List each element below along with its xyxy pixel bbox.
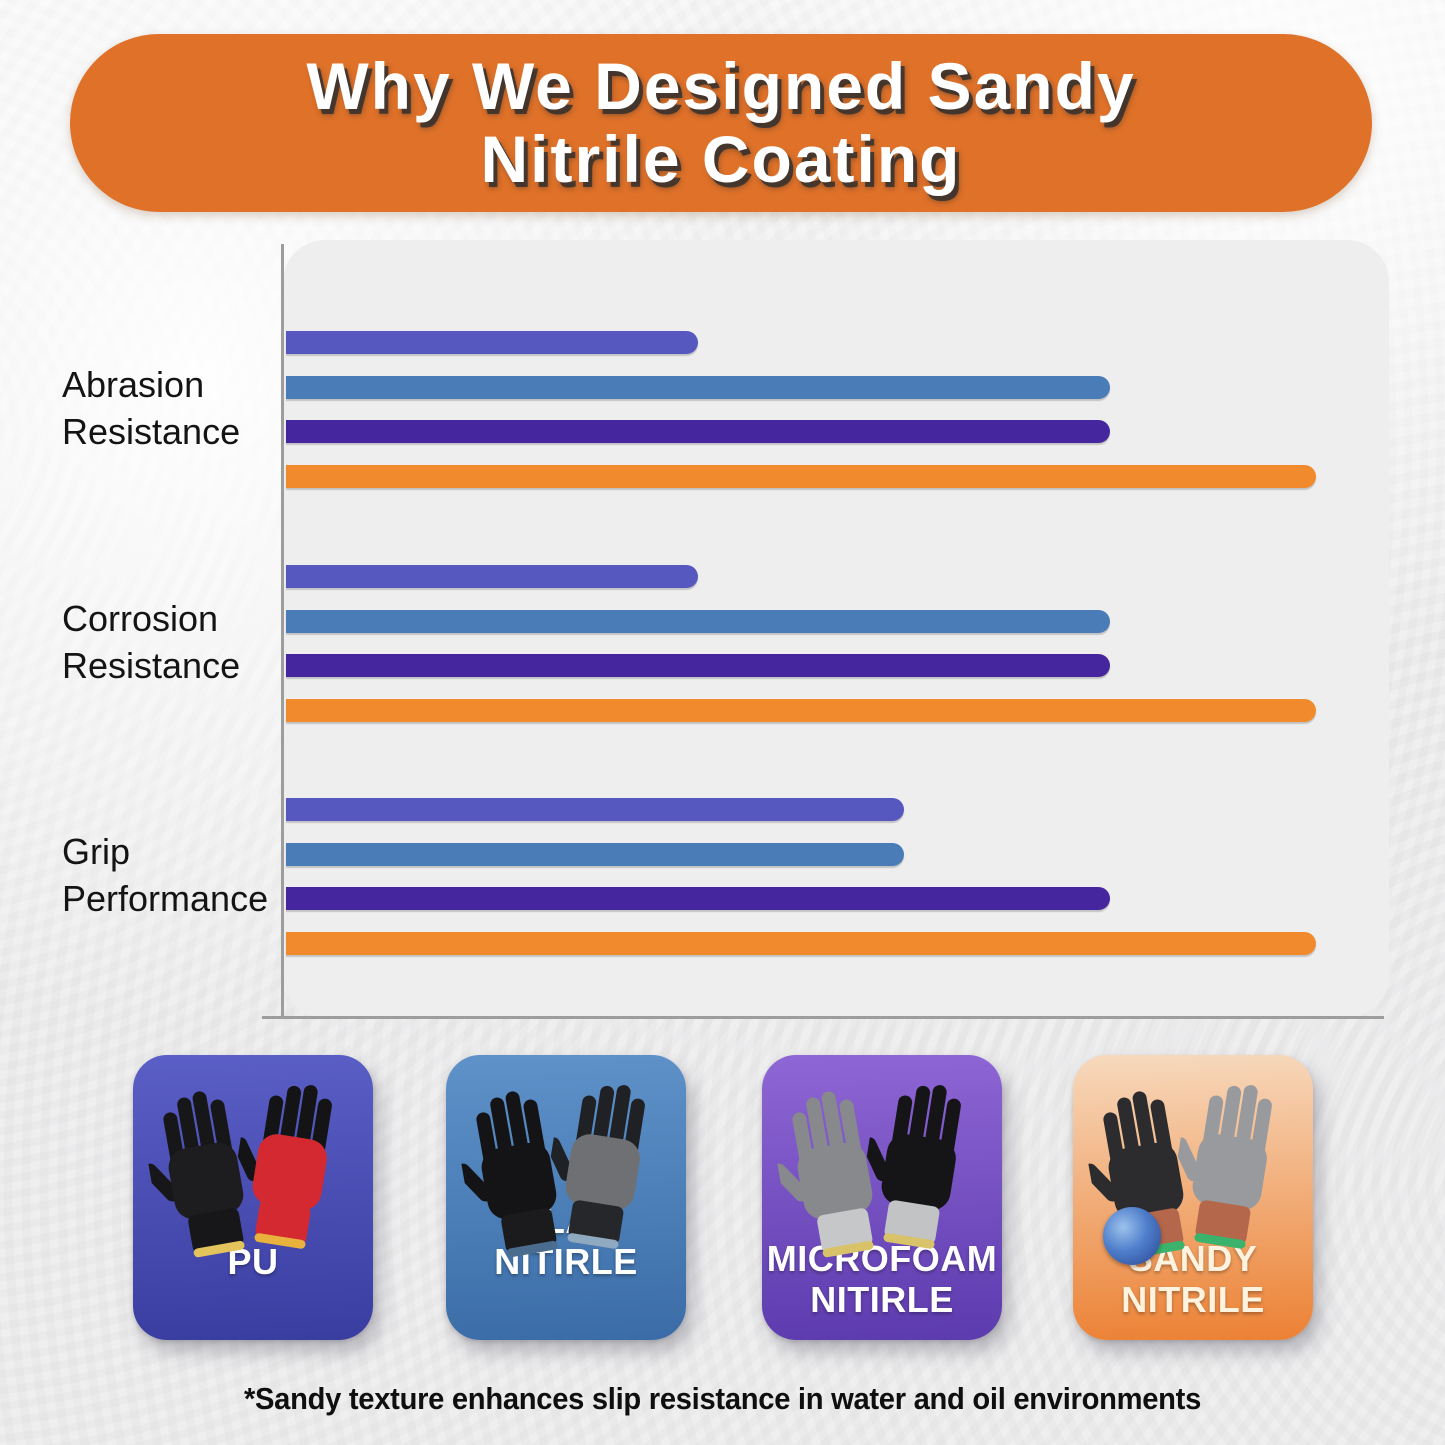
bar-microfoam-nitrile-abrasion-resistance	[286, 420, 1110, 443]
legend-card-pu: PU	[133, 1055, 373, 1340]
category-label-line: Corrosion	[62, 598, 219, 639]
bar-pu-corrosion-resistance	[286, 565, 698, 588]
category-label-corrosion-resistance: Corrosion Resistance	[62, 595, 292, 689]
category-label-line: Performance	[62, 878, 269, 919]
footnote: *Sandy texture enhances slip resistance …	[243, 1381, 1202, 1416]
grinder-disc-icon	[1103, 1207, 1161, 1265]
bar-sandy-nitrile-grip-performance	[286, 932, 1316, 955]
bar-sandy-nitrile-corrosion-resistance	[286, 699, 1316, 722]
bar-sandy-nitrile-abrasion-resistance	[286, 465, 1316, 488]
bar-flat-nitrile-grip-performance	[286, 843, 904, 866]
category-label-line: Resistance	[62, 411, 241, 452]
bar-microfoam-nitrile-corrosion-resistance	[286, 654, 1110, 677]
bar-flat-nitrile-abrasion-resistance	[286, 376, 1110, 399]
title-banner: Why We Designed Sandy Nitrile Coating	[70, 34, 1372, 212]
bar-microfoam-nitrile-grip-performance	[286, 887, 1110, 910]
x-axis-line	[262, 1016, 1384, 1019]
category-label-grip-performance: Grip Performance	[62, 828, 292, 922]
category-label-line: Resistance	[62, 645, 241, 686]
card-label-line: NITRILE	[1121, 1279, 1265, 1320]
legend-card-sandy-nitrile: SANDY NITRILE	[1073, 1055, 1313, 1340]
bar-flat-nitrile-corrosion-resistance	[286, 610, 1110, 633]
card-label-line: NITIRLE	[810, 1279, 954, 1320]
page-title-line2: Nitrile Coating	[480, 122, 962, 196]
card-label-line: MICROFOAM	[766, 1238, 998, 1279]
legend-card-microfoam-nitirle: MICROFOAM NITIRLE	[762, 1055, 1002, 1340]
page-title-line1: Why We Designed Sandy	[306, 49, 1136, 123]
bar-pu-abrasion-resistance	[286, 331, 698, 354]
y-axis-line	[281, 244, 284, 1018]
card-label-microfoam-nitirle: MICROFOAM NITIRLE	[762, 1238, 1002, 1320]
category-label-line: Grip	[62, 831, 131, 872]
bar-pu-grip-performance	[286, 798, 904, 821]
category-label-line: Abrasion	[62, 364, 205, 405]
legend-card-flat-nitirle: FLAT NITIRLE	[446, 1055, 686, 1340]
category-label-abrasion-resistance: Abrasion Resistance	[62, 361, 292, 455]
